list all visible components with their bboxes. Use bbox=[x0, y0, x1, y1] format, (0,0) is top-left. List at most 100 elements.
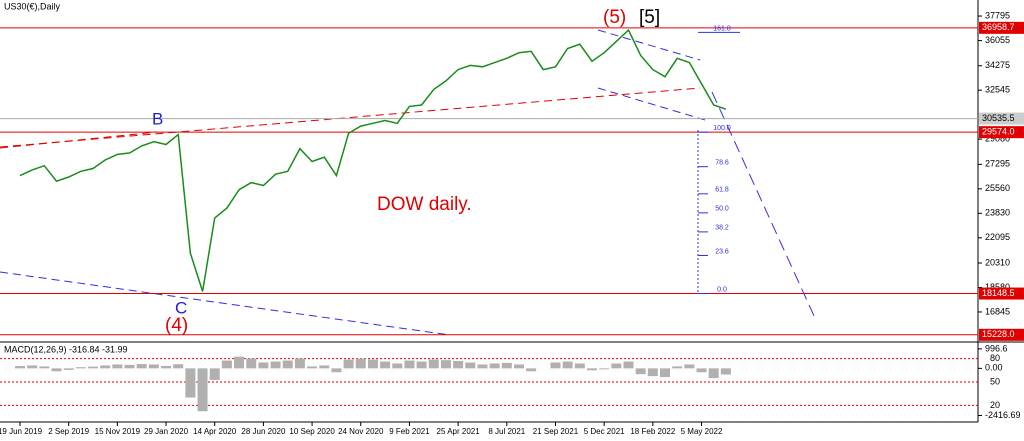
fib-label: 0.0 bbox=[717, 286, 727, 293]
macd-bar bbox=[197, 368, 208, 412]
fib-label: 100.0 bbox=[713, 125, 731, 132]
y2-tick-label: 50 bbox=[990, 376, 1000, 386]
macd-bar bbox=[367, 359, 378, 369]
macd-bar bbox=[100, 365, 111, 369]
wave-label: C bbox=[175, 298, 187, 317]
macd-bar bbox=[489, 363, 500, 369]
channel-line bbox=[597, 29, 701, 61]
macd-bar bbox=[124, 364, 135, 369]
y-tick-label: 34275 bbox=[985, 60, 1010, 70]
fib-label: 50.0 bbox=[715, 206, 729, 213]
macd-bar bbox=[599, 368, 610, 370]
x-tick-label: 29 Jan 2020 bbox=[144, 427, 189, 436]
x-tick-label: 21 Sep 2021 bbox=[533, 427, 579, 436]
macd-bar bbox=[63, 368, 74, 370]
y-tick-label: 37795 bbox=[985, 10, 1010, 20]
y-tick-label: 0.00 bbox=[985, 363, 1003, 373]
macd-bar bbox=[428, 359, 439, 369]
macd-bar bbox=[27, 365, 38, 369]
y2-tick-label: 80 bbox=[990, 353, 1000, 363]
fib-label: 78.6 bbox=[715, 160, 729, 167]
current-price-tag bbox=[979, 112, 1024, 125]
macd-bar bbox=[404, 360, 415, 369]
macd-bar bbox=[39, 366, 50, 369]
macd-bar bbox=[696, 368, 707, 373]
projection-line bbox=[711, 91, 816, 319]
macd-bar bbox=[148, 364, 159, 369]
y-tick-label: 16845 bbox=[985, 306, 1010, 316]
fib-label: 161.8 bbox=[713, 25, 731, 32]
macd-bar bbox=[526, 368, 537, 372]
macd-bar bbox=[15, 366, 25, 369]
chart-note: DOW daily. bbox=[377, 194, 472, 215]
y-tick-label: 996.6 bbox=[985, 343, 1008, 353]
macd-bar bbox=[331, 368, 342, 373]
price-tag-label: 29574.0 bbox=[982, 127, 1015, 137]
macd-bar bbox=[392, 363, 403, 369]
macd-bar bbox=[294, 358, 305, 369]
y-tick-label: 22095 bbox=[985, 232, 1010, 242]
x-tick-label: 10 Sep 2020 bbox=[289, 427, 335, 436]
wave-label: (5) bbox=[603, 7, 626, 28]
macd-bar bbox=[684, 364, 695, 369]
macd-bar bbox=[465, 362, 476, 369]
macd-title: MACD(12,26,9) -316.84 -31.99 bbox=[4, 344, 128, 354]
macd-bar bbox=[660, 368, 671, 378]
macd-bar bbox=[501, 362, 512, 369]
macd-bar bbox=[258, 362, 269, 369]
macd-bar bbox=[550, 362, 561, 369]
fib-label: 61.8 bbox=[715, 187, 729, 194]
macd-bar bbox=[416, 361, 427, 369]
macd-bar bbox=[173, 364, 184, 369]
price-tag-label: 36958.7 bbox=[982, 22, 1015, 32]
wave-label: B bbox=[152, 109, 163, 128]
macd-bar bbox=[88, 366, 99, 369]
macd-bar bbox=[453, 360, 464, 369]
x-tick-label: 9 Feb 2021 bbox=[389, 427, 430, 436]
wave-label: (4) bbox=[165, 315, 188, 336]
macd-bar bbox=[611, 363, 622, 369]
macd-bar bbox=[270, 361, 281, 369]
macd-bar bbox=[672, 366, 683, 369]
x-tick-label: 5 Dec 2021 bbox=[584, 427, 625, 436]
macd-bar bbox=[221, 360, 232, 369]
macd-bar bbox=[307, 366, 318, 369]
fib-label: 38.2 bbox=[715, 225, 729, 232]
macd-bar bbox=[720, 368, 731, 375]
current-price-label: 30535.5 bbox=[982, 113, 1015, 123]
macd-bar bbox=[440, 360, 451, 369]
fib-label: 23.6 bbox=[715, 248, 729, 255]
macd-bar bbox=[185, 368, 196, 398]
channel-line bbox=[597, 87, 706, 121]
y-tick-label: 27295 bbox=[985, 159, 1010, 169]
y-tick-label: -2416.69 bbox=[985, 410, 1021, 420]
x-tick-label: 2 Sep 2019 bbox=[48, 427, 89, 436]
macd-bar bbox=[343, 359, 354, 369]
y-tick-label: 32545 bbox=[985, 85, 1010, 95]
y-tick-label: 25560 bbox=[985, 183, 1010, 193]
macd-bar bbox=[234, 356, 245, 369]
macd-bar bbox=[112, 364, 123, 369]
x-tick-label: 25 Apr 2021 bbox=[437, 427, 481, 436]
macd-bar bbox=[75, 367, 86, 369]
y-tick-label: 18580 bbox=[985, 282, 1010, 292]
x-tick-label: 14 Apr 2020 bbox=[193, 427, 237, 436]
y-tick-label: 36055 bbox=[985, 35, 1010, 45]
x-tick-label: 28 Jun 2020 bbox=[241, 427, 286, 436]
x-tick-label: 18 Feb 2022 bbox=[630, 427, 675, 436]
macd-bar bbox=[51, 368, 62, 372]
macd-bar bbox=[623, 361, 634, 369]
macd-bar bbox=[562, 361, 573, 369]
macd-bar bbox=[161, 366, 172, 369]
x-tick-label: 8 Jul 2021 bbox=[488, 427, 525, 436]
y-tick-label: 23830 bbox=[985, 208, 1010, 218]
macd-bar bbox=[319, 365, 330, 369]
trend-line bbox=[0, 131, 158, 149]
macd-bar bbox=[708, 368, 719, 379]
wave-label: [5] bbox=[639, 7, 660, 28]
macd-bar bbox=[635, 368, 646, 375]
price-tag-label: 18148.5 bbox=[982, 288, 1015, 298]
y-tick-label: 20310 bbox=[985, 257, 1010, 267]
price-tag bbox=[979, 328, 1024, 341]
